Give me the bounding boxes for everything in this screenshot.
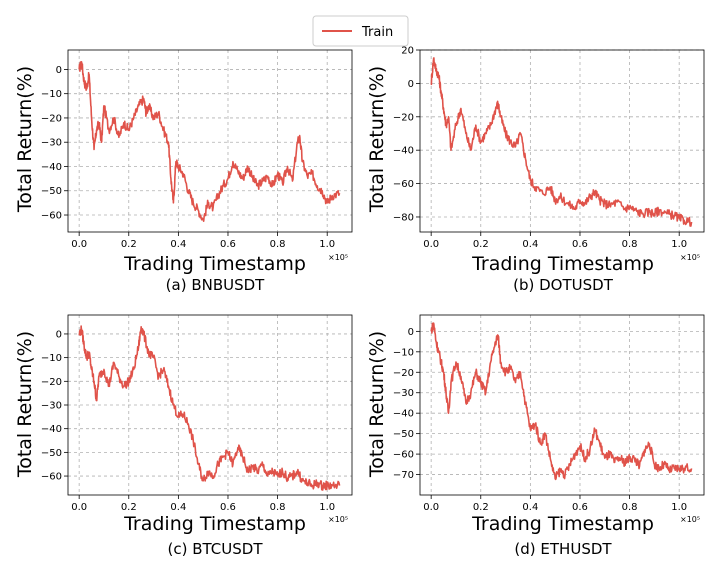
grid (68, 315, 352, 495)
axes-frame (67, 49, 353, 233)
y-tick-label: 0 (56, 329, 62, 340)
x-tick-label: 0.4 (522, 502, 538, 513)
series-line-train (430, 57, 693, 227)
x-tick-label: 0.2 (121, 239, 137, 250)
y-tick-label: −30 (41, 138, 62, 149)
grid (68, 50, 352, 232)
x-tick-label: 0.6 (572, 239, 588, 250)
y-tick-label: −10 (41, 353, 62, 364)
y-tick-label: −80 (393, 212, 414, 223)
grid (420, 49, 704, 232)
x-axis-label: Trading Timestamp (123, 513, 306, 535)
x-offset-text: ×10⁵ (328, 515, 348, 524)
y-tick-label: −30 (41, 401, 62, 412)
y-tick-label: −70 (393, 470, 414, 481)
axes-frame (419, 49, 705, 233)
subplot-dotusdt: (b) DOTUSDT Trading Timestamp Total Retu… (366, 46, 705, 294)
x-tick-label: 0.6 (220, 239, 236, 250)
y-tick-label: −40 (41, 424, 62, 435)
x-tick-label: 0.0 (423, 502, 439, 513)
y-tick-label: −40 (393, 409, 414, 420)
y-tick-label: 0 (408, 327, 414, 338)
y-tick-label: −40 (393, 146, 414, 157)
y-tick-label: −20 (393, 112, 414, 123)
y-tick-label: −20 (41, 113, 62, 124)
series-line-train (78, 325, 341, 491)
y-tick-label: −20 (393, 368, 414, 379)
x-tick-label: 0.2 (121, 502, 137, 513)
x-tick-label: 0.0 (71, 239, 87, 250)
subplot-btcusdt: (c) BTCUSDT Trading Timestamp Total Retu… (14, 314, 353, 558)
y-tick-label: −40 (41, 162, 62, 173)
x-offset-text: ×10⁵ (680, 253, 700, 262)
y-tick-label: −60 (393, 179, 414, 190)
caption: (d) ETHUSDT (514, 540, 612, 558)
x-tick-label: 0.2 (473, 239, 489, 250)
y-tick-label: −10 (41, 89, 62, 100)
y-tick-label: 0 (56, 65, 62, 76)
x-tick-label: 0.8 (270, 239, 286, 250)
x-tick-label: 1.0 (671, 502, 687, 513)
y-tick-label: 0 (408, 79, 414, 90)
y-tick-label: −60 (393, 450, 414, 461)
x-tick-label: 0.2 (473, 502, 489, 513)
caption: (c) BTCUSDT (168, 540, 264, 558)
y-tick-label: −30 (393, 388, 414, 399)
legend-box (312, 15, 409, 47)
legend-label-train: Train (361, 25, 393, 40)
y-axis-label: Total Return(%) (14, 66, 36, 213)
y-tick-label: −50 (393, 429, 414, 440)
subplot-bnbusdt: (a) BNBUSDT Trading Timestamp Total Retu… (14, 49, 353, 294)
grid (420, 315, 704, 495)
subplot-ethusdt: (d) ETHUSDT Trading Timestamp Total Retu… (366, 314, 705, 558)
x-tick-label: 0.8 (622, 502, 638, 513)
y-axis-label: Total Return(%) (14, 331, 36, 478)
x-tick-label: 0.4 (170, 502, 186, 513)
x-offset-text: ×10⁵ (328, 253, 348, 262)
series-line-train (430, 322, 693, 481)
x-tick-label: 0.4 (170, 239, 186, 250)
x-tick-label: 0.8 (622, 239, 638, 250)
y-tick-label: −60 (41, 472, 62, 483)
y-tick-label: 20 (401, 46, 414, 57)
caption: (a) BNBUSDT (166, 276, 266, 294)
y-tick-label: −20 (41, 377, 62, 388)
y-tick-label: −50 (41, 448, 62, 459)
y-axis-label: Total Return(%) (366, 66, 388, 213)
x-tick-label: 0.6 (220, 502, 236, 513)
y-tick-label: −50 (41, 186, 62, 197)
y-axis-label: Total Return(%) (366, 331, 388, 478)
x-axis-label: Trading Timestamp (471, 513, 654, 535)
x-tick-label: 0.6 (572, 502, 588, 513)
x-offset-text: ×10⁵ (680, 515, 700, 524)
y-tick-label: −10 (393, 347, 414, 358)
x-tick-label: 0.0 (71, 502, 87, 513)
y-tick-label: −60 (41, 211, 62, 222)
x-tick-label: 1.0 (319, 239, 335, 250)
x-axis-label: Trading Timestamp (123, 253, 306, 275)
x-tick-label: 1.0 (671, 239, 687, 250)
legend[interactable]: Train (312, 15, 409, 47)
x-tick-label: 0.0 (423, 239, 439, 250)
x-tick-label: 0.4 (522, 239, 538, 250)
axes-frame (67, 314, 353, 496)
series-line-train (78, 60, 341, 223)
axes-frame (419, 314, 705, 496)
x-tick-label: 1.0 (319, 502, 335, 513)
x-axis-label: Trading Timestamp (471, 253, 654, 275)
caption: (b) DOTUSDT (513, 276, 614, 294)
x-tick-label: 0.8 (270, 502, 286, 513)
